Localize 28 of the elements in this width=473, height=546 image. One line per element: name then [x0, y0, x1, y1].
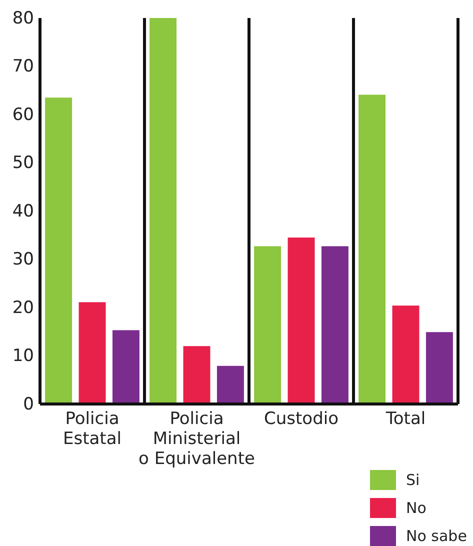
bar — [150, 18, 177, 404]
y-tick-label: 30 — [12, 250, 34, 270]
y-tick-label: 40 — [12, 201, 34, 222]
bar — [426, 332, 453, 404]
legend-label: No — [406, 499, 426, 517]
bar — [112, 330, 140, 404]
bar — [183, 346, 210, 404]
y-tick-label: 80 — [12, 8, 34, 28]
bar — [45, 98, 72, 404]
bar — [254, 246, 282, 404]
x-tick-label: Policia Estatal — [63, 409, 122, 449]
bar — [321, 246, 348, 404]
x-tick-label: Total — [384, 409, 426, 429]
legend-label: No sabe — [406, 527, 467, 545]
y-tick-label: 10 — [12, 346, 34, 366]
bar — [78, 302, 106, 404]
x-tick-label: Policia Ministerial o Equivalente — [138, 409, 255, 469]
y-tick-label: 20 — [12, 298, 34, 318]
bar — [216, 366, 244, 404]
y-tick-label: 70 — [12, 56, 34, 77]
bar — [392, 306, 420, 404]
legend-label: Si — [406, 471, 420, 489]
y-tick-label: 0 — [23, 394, 34, 414]
y-tick-label: 50 — [12, 153, 34, 174]
x-tick-label: Custodio — [264, 409, 338, 429]
bar — [358, 94, 386, 404]
bar — [288, 238, 315, 404]
y-tick-label: 60 — [12, 104, 34, 125]
